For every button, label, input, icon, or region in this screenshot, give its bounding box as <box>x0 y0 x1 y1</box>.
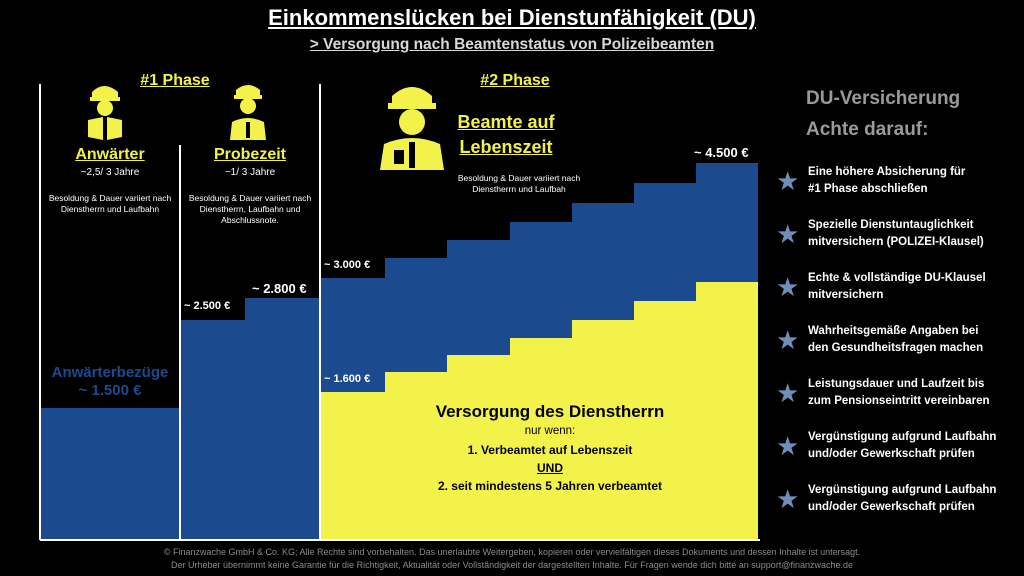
versorgung-condition: nur wenn: <box>524 425 576 437</box>
versorgung-point-1: 1. Verbeamtet auf Lebenszeit <box>467 443 633 457</box>
insurance-subheading: Achte darauf: <box>806 119 929 140</box>
star-icon: ★ <box>776 219 800 249</box>
amount-dienstherr-start: ~ 1.600 € <box>324 373 371 385</box>
amount-probezeit-high: ~ 2.800 € <box>252 281 307 296</box>
column-title-probezeit: Probezeit <box>213 146 286 163</box>
versorgung-und: UND <box>537 461 563 475</box>
column-title-anwaerter: Anwärter <box>75 146 145 163</box>
page-title: Einkommenslücken bei Dienstunfähigkeit (… <box>268 5 756 30</box>
note-anwaerter: Besoldung & Dauer variiert nach Diensthe… <box>48 193 172 214</box>
star-icon: ★ <box>776 431 800 461</box>
star-icon: ★ <box>776 325 800 355</box>
note-lebenszeit: Besoldung & Dauer variiert nach Diensthe… <box>457 173 581 194</box>
amount-probezeit-low: ~ 2.500 € <box>184 300 231 312</box>
duration-anwaerter: ~2,5/ 3 Jahre <box>80 167 140 178</box>
duration-probezeit: ~1/ 3 Jahre <box>224 167 276 178</box>
note-probezeit: Besoldung & Dauer variiert nach Diensthe… <box>188 193 312 225</box>
value-anwaerterbezuege: ~ 1.500 € <box>78 382 142 399</box>
footer-disclaimer: Der Urheber übernimmt keine Garantie für… <box>170 560 853 570</box>
star-icon: ★ <box>776 378 800 408</box>
star-icon: ★ <box>776 166 800 196</box>
cadet-icon <box>88 86 122 140</box>
insurance-heading: DU-Versicherung <box>806 88 961 109</box>
column-title-lebenszeit-1: Beamte auf <box>457 112 555 132</box>
footer-copyright: © Finanzwache GmbH & Co. KG; Alle Rechte… <box>163 547 861 557</box>
bar-dienstherr <box>321 282 758 540</box>
phase-2-label: #2 Phase <box>480 72 550 89</box>
officer-icon <box>230 85 266 140</box>
page-subtitle: > Versorgung nach Beamtenstatus von Poli… <box>309 36 715 53</box>
amount-lebenszeit-end: ~ 4.500 € <box>694 145 749 160</box>
amount-lebenszeit-start: ~ 3.000 € <box>324 259 371 271</box>
versorgung-point-2: 2. seit mindestens 5 Jahren verbeamtet <box>437 479 663 493</box>
bar-anwaerter <box>40 408 179 540</box>
senior-officer-icon <box>380 87 444 170</box>
star-icon: ★ <box>776 272 800 302</box>
phase-1-label: #1 Phase <box>140 72 210 89</box>
star-icon: ★ <box>776 484 800 514</box>
bar-probezeit <box>180 298 319 540</box>
label-anwaerterbezuege: Anwärterbezüge <box>51 364 169 381</box>
versorgung-title: Versorgung des Dienstherrn <box>435 402 665 421</box>
column-title-lebenszeit-2: Lebenszeit <box>459 137 553 157</box>
